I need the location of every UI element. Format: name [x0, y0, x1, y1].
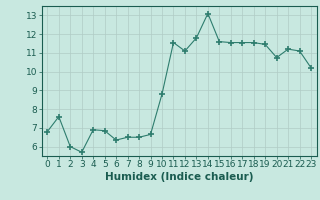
X-axis label: Humidex (Indice chaleur): Humidex (Indice chaleur) [105, 172, 253, 182]
